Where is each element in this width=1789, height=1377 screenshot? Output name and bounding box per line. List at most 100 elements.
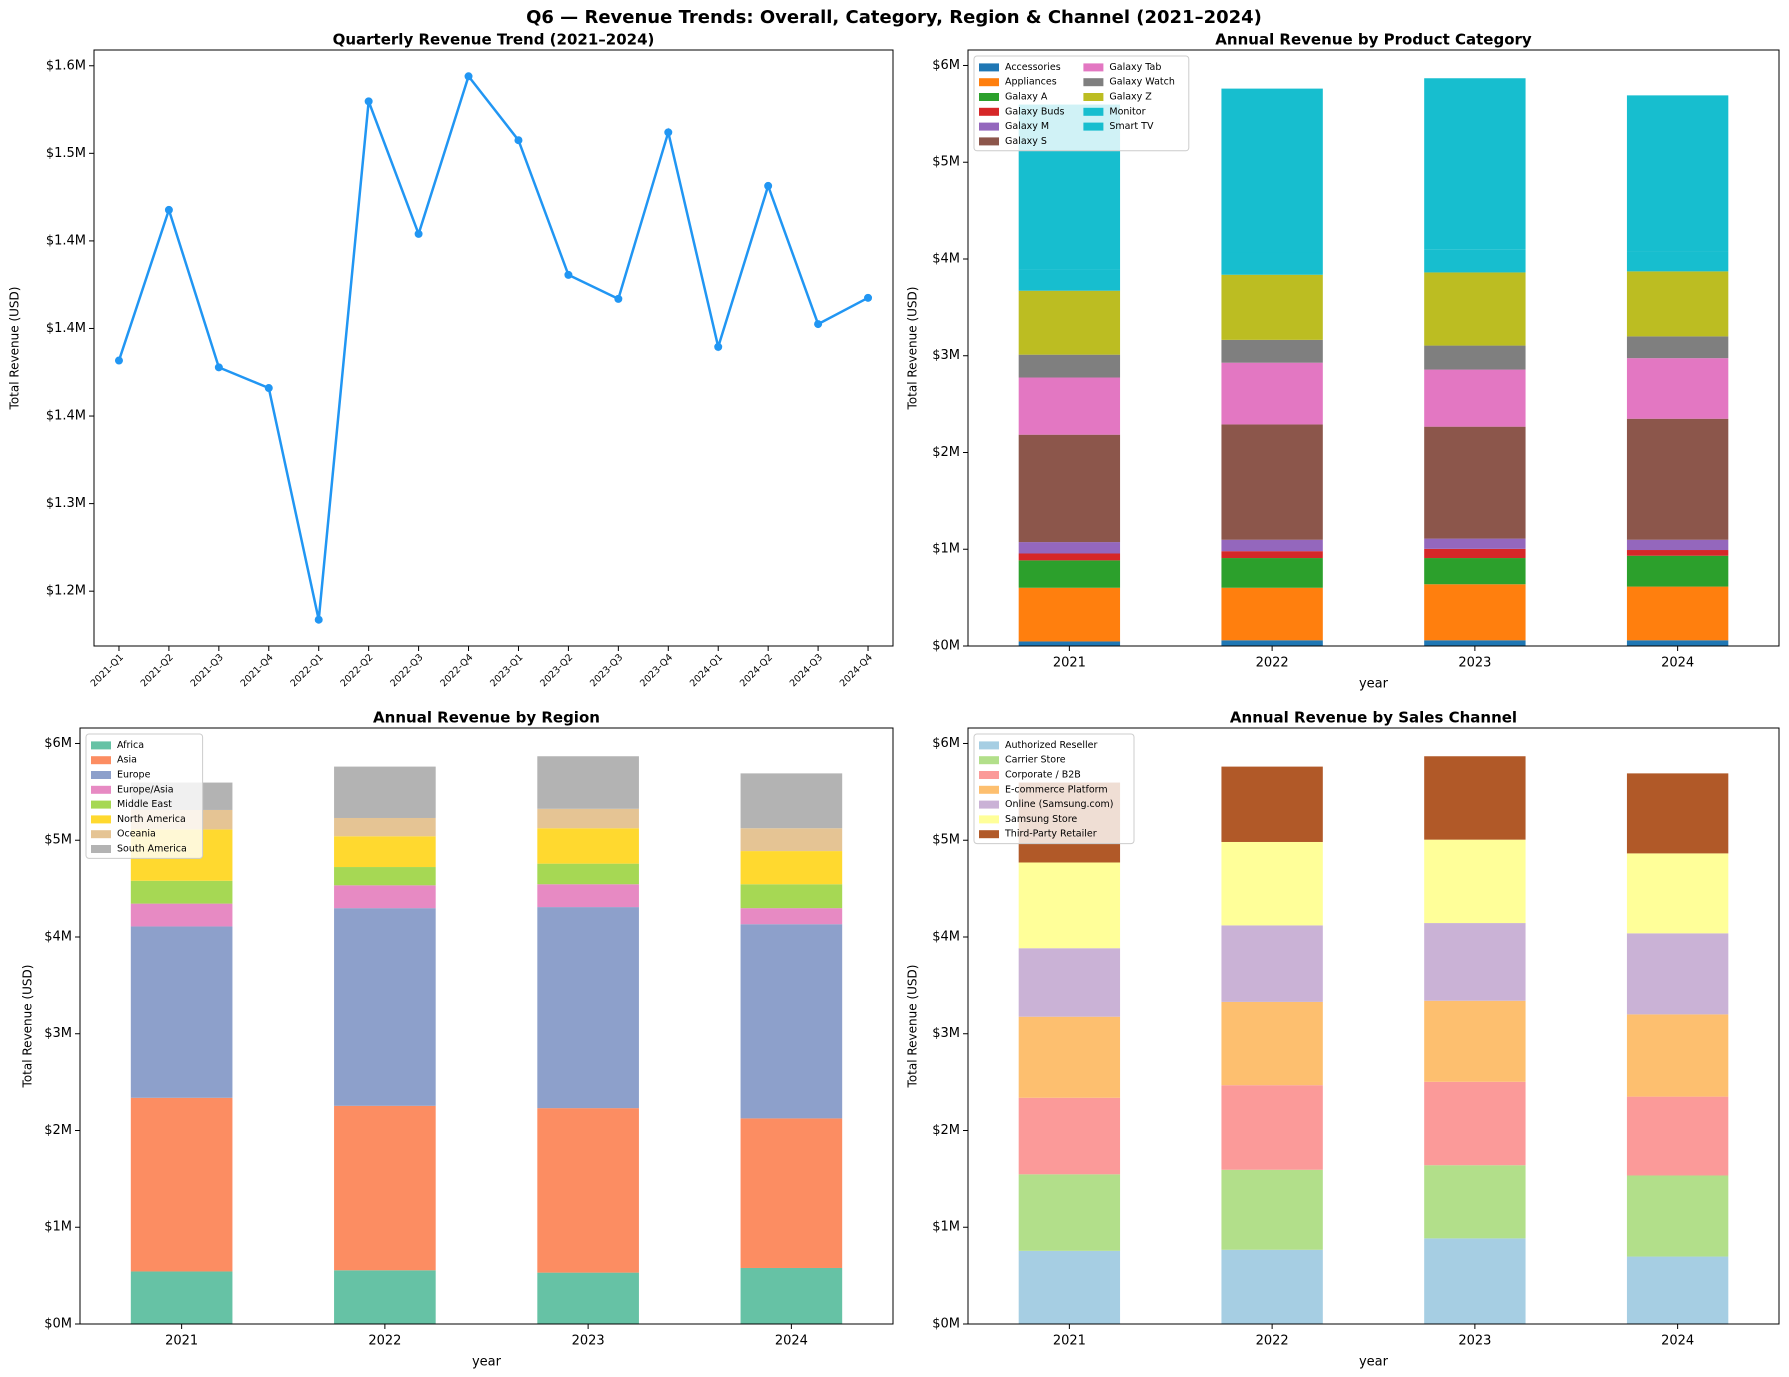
y-tick-label: $3M	[932, 348, 960, 363]
bar-segment	[1424, 78, 1526, 250]
bar-segment	[1221, 252, 1323, 275]
legend-label: Galaxy Z	[1109, 92, 1152, 103]
bar-segment	[1018, 641, 1121, 646]
y-tick-label: $6M	[932, 736, 960, 751]
y-axis-label: Total Revenue (USD)	[8, 287, 22, 411]
bar-segment	[1626, 1096, 1729, 1176]
bar-segment	[1018, 354, 1121, 378]
bar-segment	[740, 908, 843, 925]
y-tick-label: $1.2M	[46, 584, 86, 599]
y-tick-label: $6M	[932, 58, 960, 73]
bar-segment	[1626, 358, 1729, 419]
legend-label: Appliances	[1005, 77, 1057, 88]
legend-swatch	[979, 756, 999, 765]
bar-segment	[130, 1097, 233, 1272]
legend-label: Smart TV	[1109, 121, 1154, 132]
legend-swatch	[979, 830, 999, 839]
legend-box	[85, 733, 204, 859]
x-tick-label: 2022-Q2	[338, 652, 375, 689]
y-axis-label: Total Revenue (USD)	[906, 287, 920, 411]
bar-segment	[1626, 933, 1729, 1015]
bar-segment	[1424, 426, 1526, 539]
x-tick-label: 2024	[1661, 1334, 1694, 1349]
bar-segment	[1424, 345, 1526, 370]
x-tick-label: 2021-Q1	[89, 652, 126, 689]
legend: Accessories Appliances Galaxy A Galaxy Buds…	[973, 55, 1190, 152]
point	[664, 128, 673, 137]
y-tick-label: $1.4M	[46, 409, 86, 424]
bar-segment	[1626, 1175, 1729, 1257]
bar-segment	[537, 907, 639, 1109]
subplot: Annual Revenue by Sales Channel Total Rev…	[906, 709, 1780, 1370]
x-tick-label: 2024	[1661, 656, 1694, 671]
bar-segment	[1018, 290, 1121, 355]
point	[414, 229, 423, 238]
bar-segment	[1221, 88, 1323, 253]
legend-label: North America	[117, 814, 186, 825]
x-tick-label: 2021	[165, 1334, 198, 1349]
y-tick-label: $1.3M	[46, 496, 86, 511]
bar-segment	[1424, 1165, 1526, 1239]
y-tick-label: $1.4M	[46, 321, 86, 336]
bar-segment	[1626, 555, 1729, 587]
legend-label: Oceania	[117, 829, 156, 840]
point	[764, 181, 773, 190]
legend-label: Carrier Store	[1005, 755, 1066, 766]
point	[464, 72, 473, 81]
bar-segment	[1424, 249, 1526, 273]
x-tick-label: 2024-Q2	[738, 652, 775, 689]
bar-segment	[1221, 587, 1323, 641]
legend-swatch	[1083, 122, 1104, 131]
y-tick-label: $1.4M	[46, 233, 86, 248]
bar-segment	[740, 1267, 843, 1324]
bar-segment	[1221, 274, 1323, 340]
bar-segment	[537, 863, 639, 885]
x-tick-label: 2022-Q1	[288, 652, 325, 689]
y-tick-label: $2M	[44, 1123, 72, 1138]
point	[514, 136, 523, 145]
subplot-title: Annual Revenue by Sales Channel	[1230, 709, 1517, 727]
bar-segment	[537, 808, 639, 829]
x-tick-label: 2023	[1458, 1334, 1491, 1349]
legend-swatch	[979, 741, 999, 750]
bar-segment	[740, 773, 843, 829]
legend-label: Africa	[117, 740, 144, 751]
legend-label: Europe/Asia	[117, 784, 174, 795]
bar-segment	[1221, 766, 1323, 842]
bar-segment	[1018, 269, 1121, 291]
axes-frame	[79, 727, 894, 1325]
x-tick-label: 2021-Q3	[189, 652, 226, 689]
x-tick-label: 2022	[1256, 656, 1289, 671]
bar-segment	[1221, 1249, 1323, 1324]
bar-segment	[1424, 272, 1526, 346]
y-tick-label: $3M	[932, 1026, 960, 1041]
x-tick-label: 2022-Q4	[438, 652, 475, 689]
y-tick-label: $1.5M	[46, 146, 86, 161]
y-tick-label: $1M	[44, 1220, 72, 1235]
y-tick-label: $2M	[932, 445, 960, 460]
point	[614, 294, 623, 303]
x-tick-label: 2023	[1458, 656, 1491, 671]
bar-segment	[1424, 538, 1526, 549]
figure-title: Q6 — Revenue Trends: Overall, Category, …	[526, 7, 1262, 28]
subplot-title: Annual Revenue by Product Category	[1215, 31, 1532, 49]
legend-swatch	[979, 107, 999, 116]
legend-label: Galaxy Tab	[1109, 62, 1161, 73]
bar-segment	[1221, 539, 1323, 552]
subplot-title: Annual Revenue by Region	[373, 709, 600, 727]
bar-segment	[334, 766, 436, 818]
x-tick-label: 2023-Q1	[488, 652, 525, 689]
legend-label: Galaxy M	[1005, 121, 1049, 132]
bar-segment	[1424, 369, 1526, 427]
x-tick-label: 2022	[368, 1334, 401, 1349]
x-tick-label: 2022-Q3	[388, 652, 425, 689]
legend-box	[973, 733, 1135, 845]
legend-label: Corporate / B2B	[1005, 770, 1081, 781]
bar-segment	[537, 756, 639, 809]
legend-swatch	[91, 830, 111, 839]
axes-frame	[967, 727, 1780, 1325]
x-axis-label: year	[1359, 677, 1389, 692]
subplot-title: Quarterly Revenue Trend (2021–2024)	[333, 31, 655, 49]
legend-swatch	[91, 815, 111, 824]
x-tick-label: 2023	[572, 1334, 605, 1349]
